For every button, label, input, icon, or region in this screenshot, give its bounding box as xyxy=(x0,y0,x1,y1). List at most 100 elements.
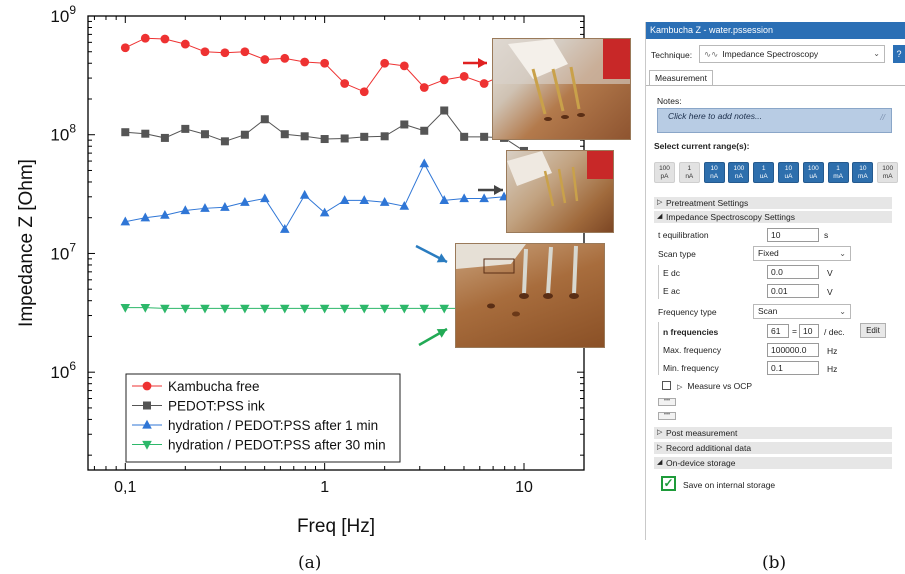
current-range-100nA[interactable]: 100 nA xyxy=(728,162,750,183)
range-value: 10 xyxy=(784,165,793,172)
eac-input[interactable]: 0.01 xyxy=(767,284,819,298)
current-range-10nA[interactable]: 10 nA xyxy=(703,162,725,183)
data-point xyxy=(379,304,390,314)
current-range-10mA[interactable]: 10 mA xyxy=(852,162,874,183)
eac-label: E ac xyxy=(663,286,681,296)
save-internal-checkbox[interactable]: ✓ xyxy=(661,476,676,491)
data-point xyxy=(319,304,330,314)
measure-ocp-label[interactable]: ▷ Measure vs OCP xyxy=(677,381,753,391)
notes-input[interactable]: Click here to add notes... // xyxy=(657,108,892,133)
current-range-100uA[interactable]: 100 uA xyxy=(802,162,824,183)
current-range-100pA[interactable]: 100 pA xyxy=(654,162,675,183)
data-point xyxy=(260,304,270,314)
data-point xyxy=(360,132,369,141)
legend-label: hydration / PEDOT:PSS after 30 min xyxy=(168,438,386,453)
technique-select[interactable]: ∿∿ Impedance Spectroscopy ⌄ xyxy=(699,45,885,63)
data-point xyxy=(400,120,409,129)
range-unit: mA xyxy=(882,173,893,180)
min-frequency-input[interactable]: 0.1 xyxy=(767,361,819,375)
section-post-measurement[interactable]: ▷ Post measurement xyxy=(654,427,892,439)
window-title: Kambucha Z - water.pssession xyxy=(646,22,905,39)
photo-content xyxy=(507,151,613,207)
section-pretreatment[interactable]: ▷ Pretreatment Settings xyxy=(654,197,892,209)
impedance-chart: 0,1 1 10 106 107 108 109 Freq [Hz] Impedance Z [… xyxy=(16,3,585,537)
edit-button[interactable]: Edit xyxy=(860,323,886,338)
pointer-arrowhead xyxy=(494,185,503,195)
data-point xyxy=(140,212,151,222)
tab-measurement[interactable]: Measurement xyxy=(649,70,713,86)
data-point xyxy=(479,79,489,88)
section-on-device-storage[interactable]: ◢ On-device storage xyxy=(654,457,892,469)
resize-grip-icon: // xyxy=(880,112,885,122)
data-point xyxy=(479,193,489,203)
legend-label: Kambucha free xyxy=(168,379,260,394)
range-value: 100 xyxy=(882,165,894,172)
legend-marker xyxy=(142,419,152,429)
data-point xyxy=(160,304,170,314)
help-button[interactable]: ? xyxy=(893,45,905,63)
data-point xyxy=(120,216,131,226)
data-point xyxy=(260,193,270,203)
data-point xyxy=(220,48,230,58)
data-point xyxy=(339,304,350,314)
data-point xyxy=(339,195,350,204)
data-point xyxy=(260,55,270,64)
section-record-data[interactable]: ▷ Record additional data xyxy=(654,442,892,454)
range-unit: pA xyxy=(660,173,669,180)
more-options-button-2[interactable]: ••• xyxy=(658,412,676,420)
expand-triangle-icon: ▷ xyxy=(657,444,663,451)
data-point xyxy=(220,137,229,146)
chevron-down-icon: ⌄ xyxy=(839,249,846,258)
measure-ocp-checkbox[interactable] xyxy=(662,381,671,390)
t-equilibration-input[interactable]: 10 xyxy=(767,228,819,242)
x-tick-label: 10 xyxy=(515,479,533,496)
data-point xyxy=(180,304,191,314)
max-frequency-input[interactable]: 100000.0 xyxy=(767,343,819,357)
data-point xyxy=(380,58,390,68)
legend-label: hydration / PEDOT:PSS after 1 min xyxy=(168,418,378,433)
current-range-10uA[interactable]: 10 uA xyxy=(778,162,799,183)
data-point xyxy=(220,304,230,314)
data-point xyxy=(121,128,130,137)
frequency-type-label: Frequency type xyxy=(658,307,717,317)
series-1 xyxy=(121,106,528,155)
section-impedance-settings[interactable]: ◢ Impedance Spectroscopy Settings xyxy=(654,211,892,223)
data-point xyxy=(160,209,170,219)
data-point xyxy=(419,158,430,168)
range-unit: nA xyxy=(734,173,743,180)
current-range-1mA[interactable]: 1 mA xyxy=(827,162,849,183)
data-point xyxy=(299,189,310,199)
more-options-button-1[interactable]: ••• xyxy=(658,398,676,406)
data-point xyxy=(200,304,210,314)
notes-placeholder: Click here to add notes... xyxy=(668,111,763,121)
data-point xyxy=(419,304,430,314)
pointer-arrowhead xyxy=(478,58,487,68)
photo-inset-kambucha-free xyxy=(492,38,631,140)
current-range-1nA[interactable]: 1 nA xyxy=(678,162,700,183)
edc-unit: V xyxy=(827,268,833,278)
per-decade-input[interactable]: 10 xyxy=(799,324,819,338)
edc-input[interactable]: 0.0 xyxy=(767,265,819,279)
scan-type-select[interactable]: Fixed ⌄ xyxy=(753,246,851,261)
edc-label: E dc xyxy=(663,268,681,278)
tab-divider xyxy=(646,85,905,86)
photo-inset-hydration xyxy=(455,243,605,348)
current-range-1uA[interactable]: 1 uA xyxy=(753,162,775,183)
scan-type-value: Fixed xyxy=(758,248,779,258)
data-point xyxy=(399,304,410,314)
frequency-type-select[interactable]: Scan ⌄ xyxy=(753,304,851,319)
waveform-icon: ∿∿ xyxy=(704,49,719,59)
data-point xyxy=(399,61,409,71)
n-frequencies-input[interactable]: 61 xyxy=(767,324,789,338)
range-unit: uA xyxy=(759,173,768,180)
data-point xyxy=(180,205,191,215)
data-point xyxy=(359,195,370,204)
group-bracket-e xyxy=(658,265,659,299)
current-range-100mA[interactable]: 100 mA xyxy=(877,162,899,183)
min-frequency-unit: Hz xyxy=(827,364,838,374)
range-unit: mA xyxy=(833,173,843,180)
data-point xyxy=(240,47,250,57)
legend-entry: hydration / PEDOT:PSS after 30 min xyxy=(132,438,386,453)
range-value: 100 xyxy=(659,165,670,172)
data-point xyxy=(280,130,289,139)
